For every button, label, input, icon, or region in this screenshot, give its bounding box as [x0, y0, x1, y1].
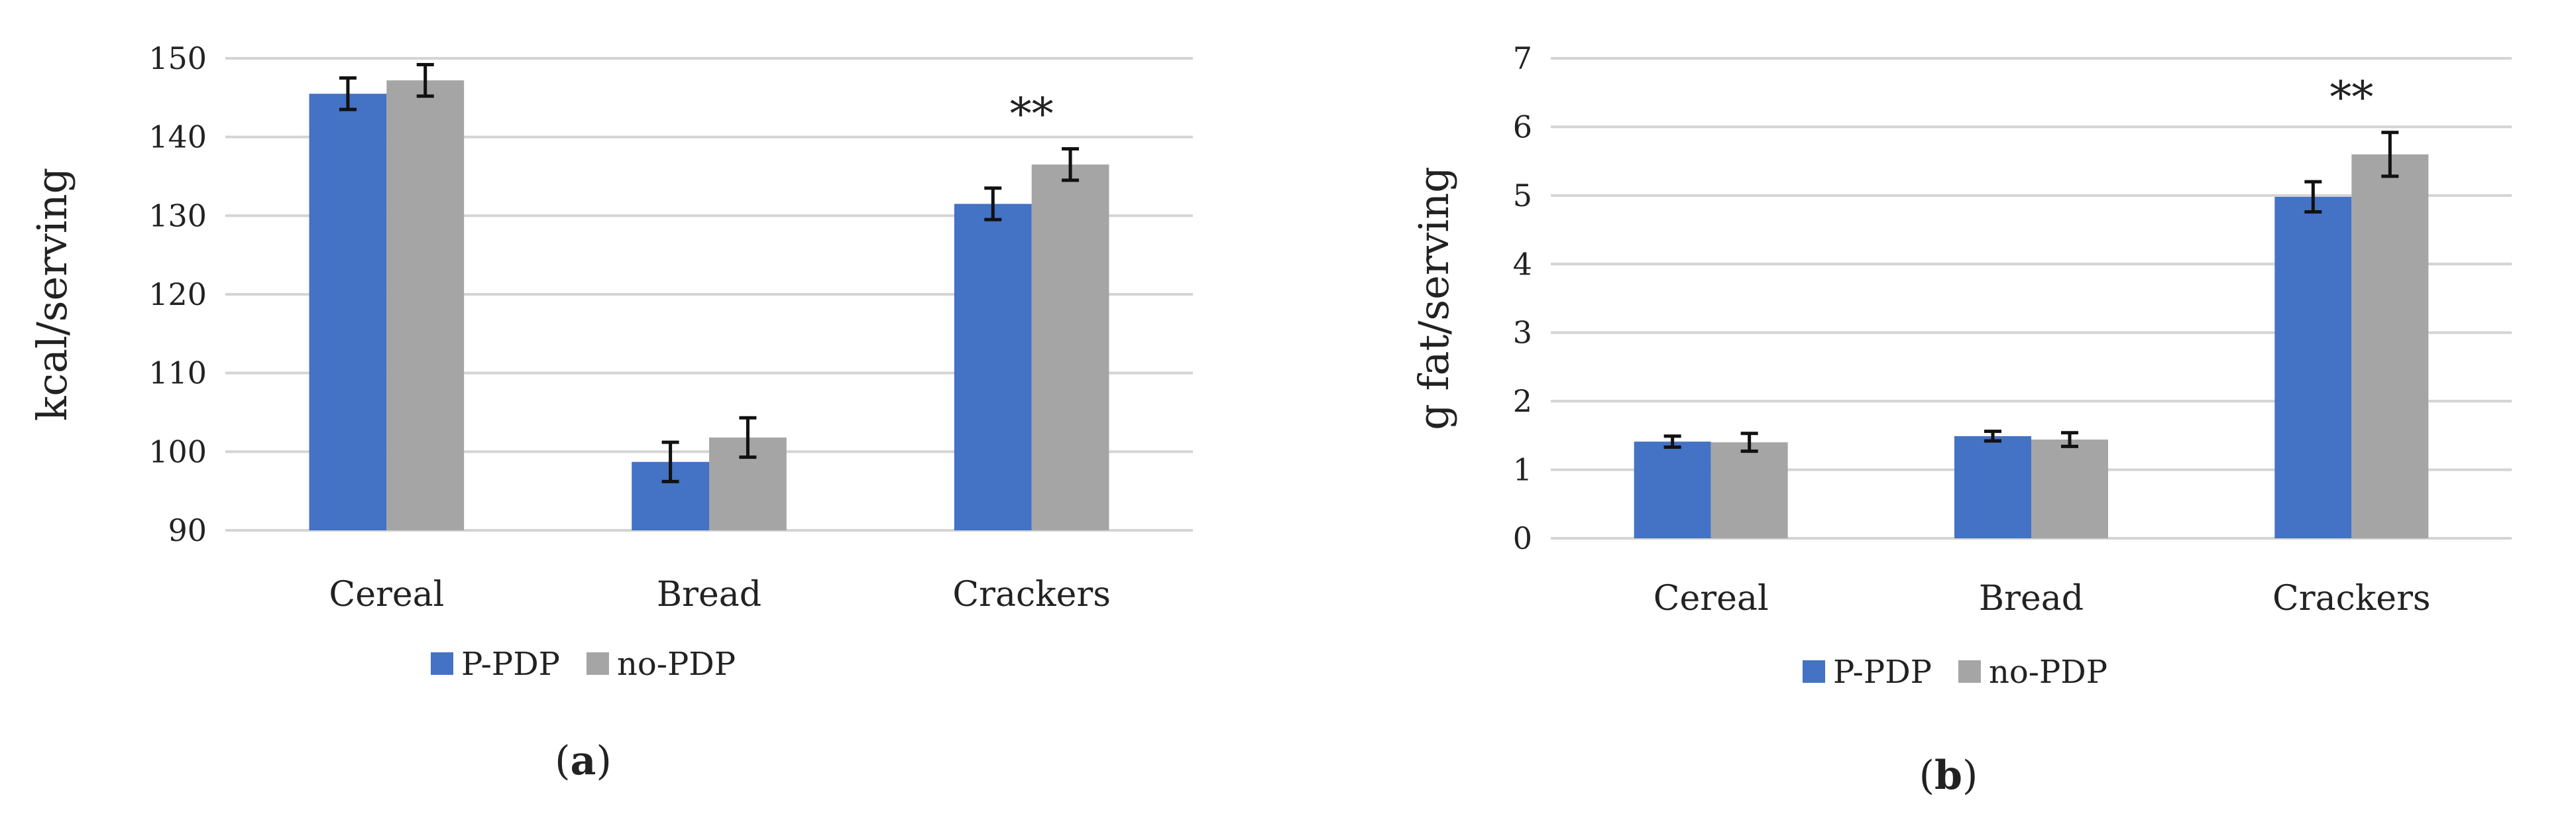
error-bar: [1062, 147, 1080, 182]
error-bar: [984, 186, 1002, 221]
y-tick-label: 1: [1513, 452, 1532, 488]
panel-label-letter: b: [1934, 752, 1962, 799]
error-bar: [739, 416, 757, 459]
bar-no-pdp-cereal: [386, 80, 465, 530]
bar-p-pdp-cereal: [309, 93, 387, 530]
y-tick-label: 5: [1513, 178, 1532, 213]
y-tick-label: 7: [1513, 40, 1532, 76]
error-bar: [1740, 432, 1758, 453]
panel-label-close: ): [596, 738, 611, 784]
y-tick-label: 100: [148, 434, 207, 469]
legend-label: no-PDP: [617, 646, 736, 683]
y-tick-label: 3: [1513, 315, 1532, 351]
legend-swatch-p-pdp: [1803, 660, 1825, 683]
panel-label: (b): [1919, 752, 1978, 799]
bar-p-pdp-crackers: [954, 204, 1032, 530]
error-bar: [661, 440, 679, 483]
y-tick-label: 110: [148, 355, 207, 391]
panel-a-chart: 90 100 110 120 130 140 150 kcal/serving Cereal Br…: [28, 40, 1193, 784]
y-tick-label: 120: [148, 276, 207, 312]
y-tick-label: 90: [168, 512, 207, 548]
y-axis-label: kcal/serving: [28, 168, 76, 422]
x-tick-label: Cereal: [329, 575, 444, 615]
panel-label-open: (: [555, 738, 570, 784]
x-tick-label: Bread: [657, 575, 761, 615]
bar-p-pdp-bread: [1954, 436, 2031, 538]
x-tick-label: Crackers: [2272, 579, 2431, 619]
legend-swatch-no-pdp: [586, 652, 609, 675]
panel-label: (a): [555, 738, 612, 784]
bar-no-pdp-bread: [2031, 440, 2108, 538]
significance-marker: **: [2329, 72, 2373, 123]
bar-no-pdp-cereal: [1710, 442, 1788, 538]
error-bar: [1663, 434, 1681, 449]
x-tick-label: Crackers: [952, 575, 1111, 615]
bar-p-pdp-cereal: [1634, 442, 1711, 538]
bar-no-pdp-crackers: [2351, 154, 2429, 539]
significance-marker: **: [1010, 88, 1054, 139]
panel-label-close: ): [1962, 752, 1978, 799]
panel-b-chart: 0 1 2 3 4 5 6 7 g fat/serving Cereal Bread Crackers…: [1410, 40, 2512, 799]
error-bar: [339, 76, 357, 111]
y-tick-label: 150: [148, 40, 207, 76]
legend-label: P-PDP: [1833, 654, 1932, 691]
legend-label: no-PDP: [1989, 654, 2107, 691]
error-bar: [2304, 180, 2322, 214]
y-tick-label: 130: [148, 198, 207, 233]
y-tick-label: 2: [1513, 383, 1532, 419]
y-tick-label: 4: [1513, 246, 1532, 282]
bar-no-pdp-crackers: [1031, 164, 1109, 530]
error-bar: [1984, 430, 2001, 443]
y-axis-label: g fat/serving: [1410, 166, 1458, 430]
legend-label: P-PDP: [461, 646, 560, 683]
x-tick-label: Bread: [1979, 579, 2084, 619]
y-tick-label: 140: [148, 119, 207, 155]
y-tick-label: 6: [1513, 109, 1532, 145]
legend-swatch-p-pdp: [431, 652, 453, 675]
error-bar: [416, 62, 434, 98]
panel-label-open: (: [1919, 752, 1934, 799]
bar-p-pdp-crackers: [2274, 196, 2352, 538]
y-tick-label: 0: [1513, 520, 1532, 556]
error-bar: [2381, 131, 2399, 178]
error-bar: [2061, 431, 2078, 448]
x-tick-label: Cereal: [1653, 579, 1769, 619]
legend-swatch-no-pdp: [1958, 660, 1981, 683]
panel-label-letter: a: [571, 738, 596, 784]
